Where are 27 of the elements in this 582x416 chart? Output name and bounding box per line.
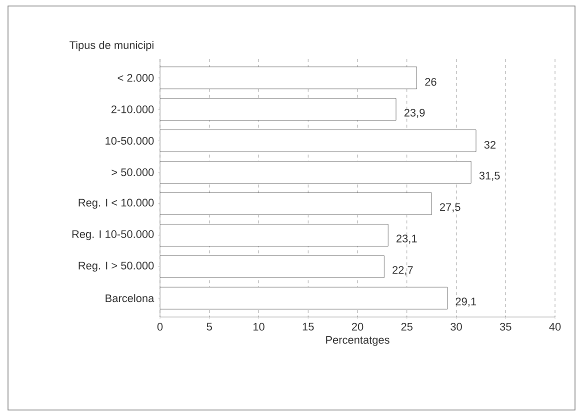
x-tick-label: 10 xyxy=(253,322,264,331)
y-tick-label: Reg. I < 10.000 xyxy=(78,198,154,209)
y-axis-title: Tipus de municipi xyxy=(70,40,154,52)
x-tick-label: 20 xyxy=(352,322,364,331)
x-tick-label: 25 xyxy=(401,322,413,331)
data-label: 29,1 xyxy=(456,298,476,307)
y-tick-label: 10-50.000 xyxy=(106,136,154,145)
x-tick-label: 35 xyxy=(500,322,512,331)
y-tick-label: Barcelona xyxy=(106,294,154,302)
data-label: 27,5 xyxy=(440,203,460,212)
x-tick-label: 15 xyxy=(302,322,314,331)
y-tick-label: Reg. I > 50.000 xyxy=(78,262,154,272)
x-tick-label: 5 xyxy=(206,322,212,331)
x-tick-label: 0 xyxy=(157,322,163,331)
data-label: 23,1 xyxy=(396,234,417,244)
y-tick-label: < 2.000 xyxy=(118,74,154,82)
x-tick-label: 40 xyxy=(549,322,561,331)
x-axis-title: Percentatges xyxy=(326,336,390,346)
data-label: 26 xyxy=(425,78,436,86)
data-label: 23,9 xyxy=(404,108,425,118)
data-label: 31,5 xyxy=(479,172,500,181)
data-label: 32 xyxy=(484,140,496,149)
x-tick-label: 30 xyxy=(450,322,462,331)
y-tick-label: 2-10.000 xyxy=(111,105,154,114)
data-label: 22,7 xyxy=(392,266,413,276)
y-tick-label: > 50.000 xyxy=(112,168,154,176)
y-tick-label: Reg. I 10-50.000 xyxy=(72,230,154,240)
